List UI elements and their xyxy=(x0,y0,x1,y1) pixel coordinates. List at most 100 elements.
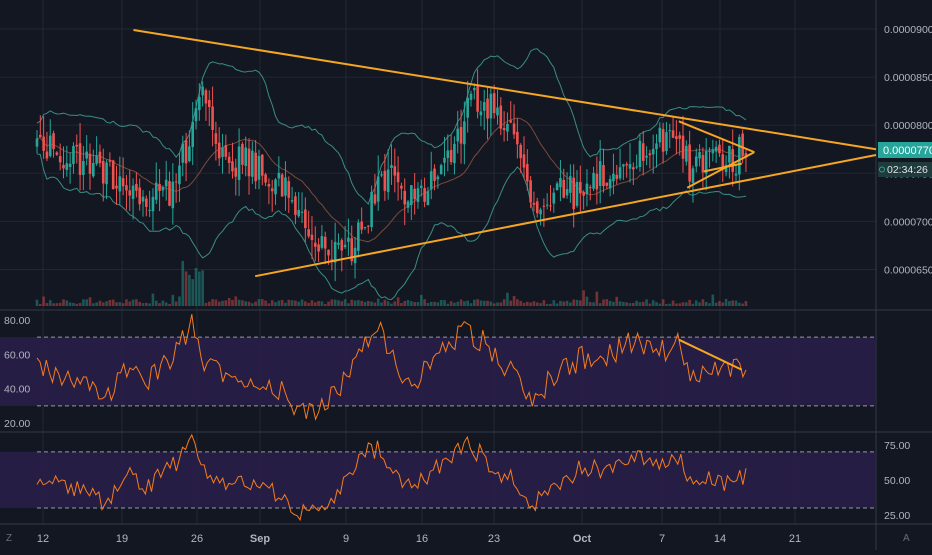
last-price-badge-bg xyxy=(878,142,932,158)
volume-bar xyxy=(211,299,214,306)
volume-bar xyxy=(724,298,728,306)
time-axis[interactable]: 12 19 26 Sep 9 16 23 Oct 7 14 21 xyxy=(37,533,801,545)
volume-bar xyxy=(655,302,658,306)
volume-bar xyxy=(234,296,238,306)
candle-body xyxy=(264,174,267,183)
candle-body xyxy=(588,187,592,189)
volume-bar xyxy=(48,300,52,306)
volume-bar xyxy=(522,302,526,306)
oscillator-trendline[interactable] xyxy=(678,338,743,371)
candle-body xyxy=(55,152,59,155)
timezone-mark[interactable]: Z xyxy=(6,533,12,544)
candle-body xyxy=(154,182,158,200)
candle-body xyxy=(731,149,735,172)
candle-body xyxy=(333,241,337,263)
volume-bar xyxy=(718,301,721,306)
volume-bar xyxy=(257,299,261,306)
candle-body xyxy=(635,166,638,168)
candle-body xyxy=(413,188,416,200)
candle-body xyxy=(320,235,324,248)
volume-bar xyxy=(363,301,367,306)
trendline[interactable] xyxy=(133,28,877,151)
volume-bar xyxy=(532,301,536,306)
candle-body xyxy=(227,156,231,163)
candle-body xyxy=(479,111,483,116)
candle-body xyxy=(486,98,489,119)
volume-bar xyxy=(35,299,39,306)
candle-body xyxy=(78,143,82,175)
candle-body xyxy=(708,150,711,152)
candle-body xyxy=(608,179,612,189)
clock-icon xyxy=(879,166,885,173)
trendline[interactable] xyxy=(686,151,755,189)
candle-body xyxy=(373,194,377,204)
trendline[interactable] xyxy=(703,162,742,173)
volume-bar xyxy=(685,302,688,306)
candle-body xyxy=(234,167,238,177)
candle-body xyxy=(602,164,605,187)
volume-bar xyxy=(721,302,725,306)
volume-bar xyxy=(569,302,572,306)
volume-bar xyxy=(545,303,549,306)
price-tick-label: 0.0000650 xyxy=(884,264,932,276)
candle-body xyxy=(694,156,698,167)
candle-body xyxy=(565,189,569,196)
candle-body xyxy=(287,181,291,198)
bollinger-lower xyxy=(36,153,747,301)
volume-bar xyxy=(400,303,403,306)
volume-bar xyxy=(469,303,473,306)
time-tick-label: 12 xyxy=(37,533,49,545)
volume-bar xyxy=(731,300,735,306)
volume-bar xyxy=(456,301,460,306)
volume-bar xyxy=(284,302,287,306)
trendline[interactable] xyxy=(678,120,755,154)
volume-bar xyxy=(648,303,652,306)
volume-bar xyxy=(694,300,698,306)
auto-scale-button[interactable]: A xyxy=(903,533,910,544)
candle-body xyxy=(562,179,566,198)
candle-body xyxy=(612,173,615,182)
volume-bar xyxy=(280,299,284,306)
oscillator-1-axis[interactable]: 20.00 40.00 60.00 80.00 xyxy=(4,315,30,430)
volume-bar xyxy=(98,300,102,306)
candle-body xyxy=(350,238,354,262)
candle-body xyxy=(386,169,390,192)
trendlines[interactable] xyxy=(133,28,877,278)
countdown-value: 02:34:26 xyxy=(887,164,928,176)
volume-bar xyxy=(463,301,466,306)
candle-body xyxy=(691,168,695,183)
oscillator-band xyxy=(0,337,876,406)
candle-body xyxy=(618,167,622,179)
volume-bar xyxy=(327,301,330,306)
candle-body xyxy=(247,148,251,177)
volume-bar xyxy=(658,303,662,306)
volume-bar xyxy=(118,302,122,306)
candle-body xyxy=(207,100,211,108)
candle-body xyxy=(423,188,426,202)
candle-body xyxy=(121,178,125,187)
volume-bar xyxy=(128,301,132,306)
oscillator-band xyxy=(0,451,876,508)
volume-bar xyxy=(575,299,579,306)
candle-body xyxy=(221,147,224,158)
candle-body xyxy=(158,183,161,191)
volume-bar xyxy=(270,300,274,306)
candle-body xyxy=(390,165,393,169)
trendline[interactable] xyxy=(254,154,877,278)
time-tick-label: Oct xyxy=(573,533,592,545)
candle-body xyxy=(376,176,380,202)
candle-body xyxy=(648,153,652,156)
candle-body xyxy=(181,143,185,163)
volume-bar xyxy=(539,303,542,306)
volume-bar xyxy=(572,299,575,306)
volume-bar xyxy=(675,303,678,306)
volume-bar xyxy=(207,301,211,306)
oscillator-2-axis[interactable]: 25.00 50.00 75.00 xyxy=(884,440,910,522)
volume-bar xyxy=(602,299,605,306)
volume-bar xyxy=(565,300,569,306)
candle-body xyxy=(641,143,645,161)
candle-body xyxy=(260,154,264,176)
volume-bar xyxy=(628,303,632,306)
